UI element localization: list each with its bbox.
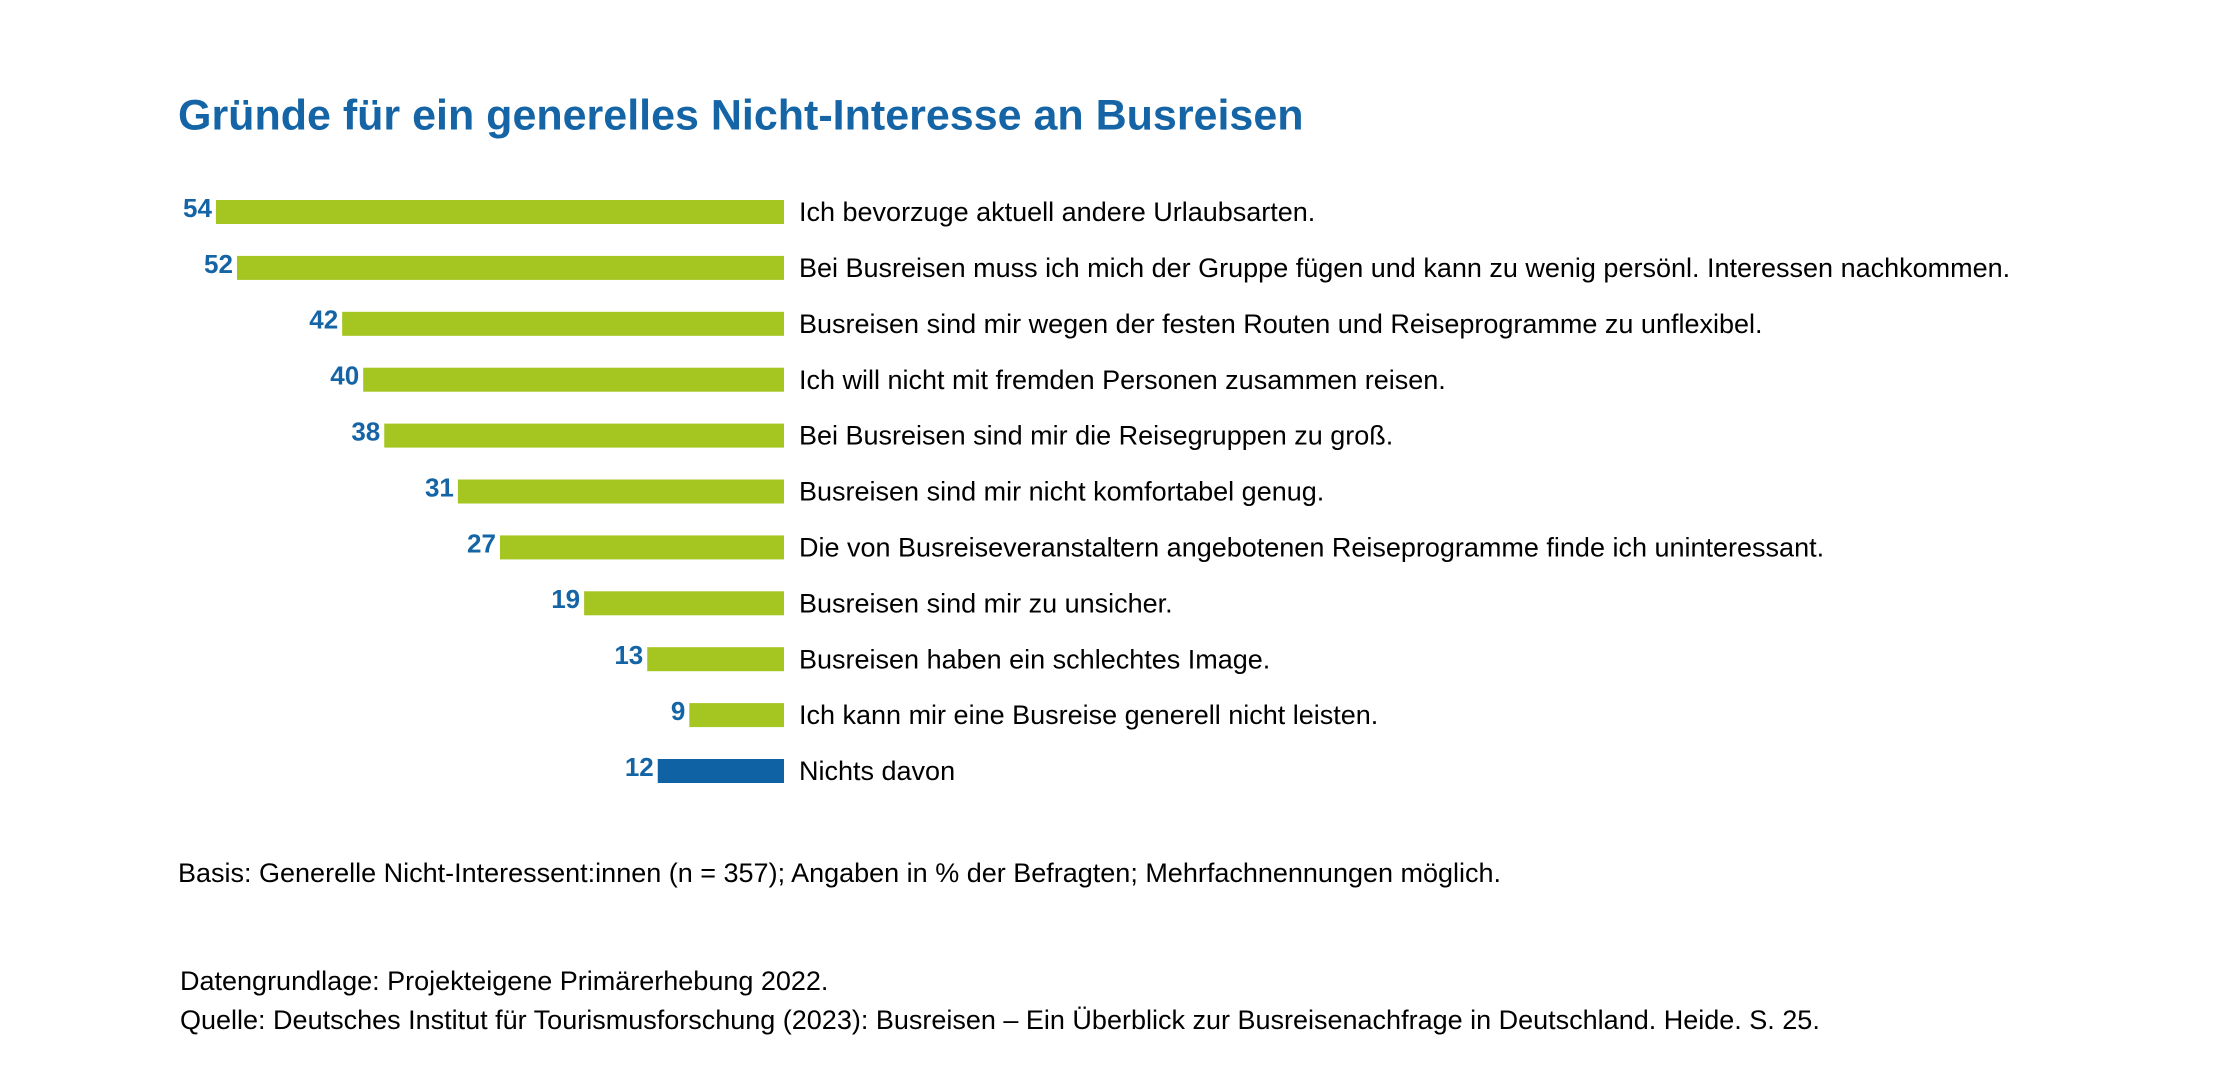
value-label: 52: [204, 249, 233, 279]
value-label: 38: [351, 416, 380, 446]
source-line: Datengrundlage: Projekteigene Primärerhe…: [180, 966, 828, 996]
bar: [584, 591, 784, 616]
category-label: Busreisen haben ein schlechtes Image.: [799, 644, 1270, 674]
category-label: Busreisen sind mir zu unsicher.: [799, 588, 1173, 618]
chart-title: Gründe für ein generelles Nicht-Interess…: [178, 91, 1304, 139]
value-label: 13: [614, 640, 643, 670]
value-label: 42: [309, 305, 338, 335]
bar: [499, 535, 784, 560]
category-label: Die von Busreiseveranstaltern angebotene…: [799, 533, 1824, 563]
value-label: 54: [183, 193, 212, 223]
bar: [215, 200, 785, 224]
value-label: 19: [551, 584, 580, 614]
bar: [342, 311, 784, 336]
category-label: Bei Busreisen muss ich mich der Gruppe f…: [799, 253, 2010, 283]
value-label: 40: [330, 361, 359, 391]
category-label: Ich bevorzuge aktuell andere Urlaubsarte…: [799, 197, 1315, 227]
category-label: Nichts davon: [799, 756, 955, 786]
bar: [457, 479, 784, 504]
value-label: 31: [425, 472, 454, 502]
value-label: 27: [467, 528, 496, 558]
bar: [236, 255, 784, 280]
value-label: 12: [625, 752, 654, 782]
bar: [384, 423, 784, 448]
category-label: Ich will nicht mit fremden Personen zusa…: [799, 365, 1446, 395]
bar: [647, 647, 784, 672]
bar: [363, 367, 784, 392]
source-line: Quelle: Deutsches Institut für Tourismus…: [180, 1005, 1820, 1035]
value-label: 9: [671, 696, 685, 726]
bar: [657, 759, 784, 783]
note: Basis: Generelle Nicht-Interessent:innen…: [178, 858, 1501, 888]
bar: [689, 703, 784, 728]
category-label: Bei Busreisen sind mir die Reisegruppen …: [799, 421, 1393, 451]
category-label: Ich kann mir eine Busreise generell nich…: [799, 700, 1378, 730]
category-label: Busreisen sind mir wegen der festen Rout…: [799, 309, 1763, 339]
category-label: Busreisen sind mir nicht komfortabel gen…: [799, 477, 1324, 507]
